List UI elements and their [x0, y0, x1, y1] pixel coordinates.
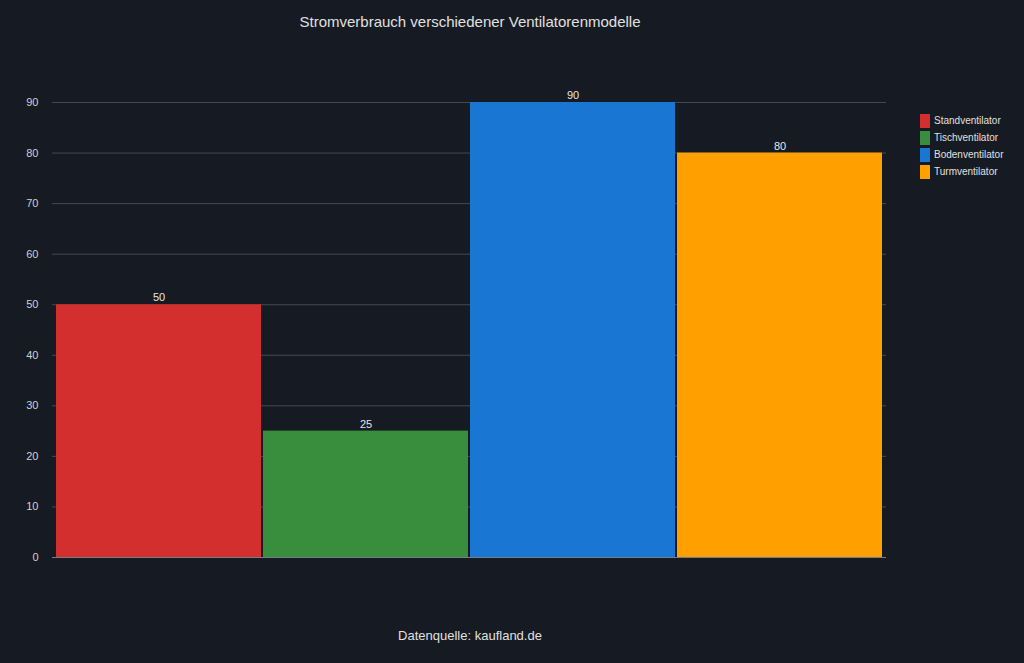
html-text:Datenquelle: kaufland.de: Datenquelle: kaufland.de — [398, 628, 542, 643]
svg-text:50: 50 — [26, 298, 38, 310]
svg-text:0: 0 — [32, 551, 38, 563]
svg-text:70: 70 — [26, 197, 38, 209]
html-text:Stromverbrauch verschiedener V: Stromverbrauch verschiedener Ventilatore… — [299, 13, 641, 30]
svg-text:80: 80 — [774, 140, 786, 152]
svg-text:25: 25 — [360, 418, 372, 430]
svg-text:40: 40 — [26, 349, 38, 361]
svg-text:20: 20 — [26, 450, 38, 462]
html-text:Tischventilator: Tischventilator — [934, 132, 999, 143]
html-text:Turmventilator: Turmventilator — [934, 166, 998, 177]
svg-text:90: 90 — [567, 89, 579, 101]
svg-text:10: 10 — [26, 500, 38, 512]
svg-text:50: 50 — [153, 291, 165, 303]
html-text:Standventilator: Standventilator — [934, 115, 1001, 126]
svg-text:80: 80 — [26, 147, 38, 159]
svg-text:90: 90 — [26, 96, 38, 108]
svg-text:30: 30 — [26, 399, 38, 411]
html-text:Bodenventilator: Bodenventilator — [934, 149, 1004, 160]
svg-text:60: 60 — [26, 248, 38, 260]
